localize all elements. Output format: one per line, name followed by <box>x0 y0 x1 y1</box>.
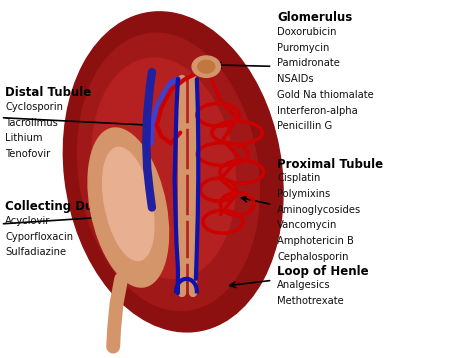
Text: Amphotericin B: Amphotericin B <box>277 236 354 246</box>
Ellipse shape <box>88 128 169 287</box>
Text: Vancomycin: Vancomycin <box>277 221 337 230</box>
Text: Cisplatin: Cisplatin <box>277 173 320 183</box>
Text: Cyclosporin: Cyclosporin <box>5 102 64 112</box>
Ellipse shape <box>64 12 283 332</box>
Ellipse shape <box>78 33 259 310</box>
Text: Glomerulus: Glomerulus <box>277 11 353 24</box>
Text: Loop of Henle: Loop of Henle <box>277 265 369 277</box>
Text: Lithium: Lithium <box>5 133 43 143</box>
Text: Aminoglycosides: Aminoglycosides <box>277 205 361 215</box>
Text: Distal Tubule: Distal Tubule <box>5 86 91 99</box>
Text: Polymixins: Polymixins <box>277 189 330 199</box>
Text: Cyporfloxacin: Cyporfloxacin <box>5 232 73 242</box>
Text: Doxorubicin: Doxorubicin <box>277 27 337 37</box>
Text: Gold Na thiomalate: Gold Na thiomalate <box>277 90 374 100</box>
Text: Acyclovir: Acyclovir <box>5 216 51 226</box>
Text: Sulfadiazine: Sulfadiazine <box>5 247 66 257</box>
Text: Pamidronate: Pamidronate <box>277 58 340 68</box>
Ellipse shape <box>103 147 154 261</box>
Text: Cephalosporin: Cephalosporin <box>277 252 349 262</box>
Text: Methotrexate: Methotrexate <box>277 296 344 306</box>
Circle shape <box>192 56 220 77</box>
Text: Analgesics: Analgesics <box>277 280 331 290</box>
Text: Tacrolimus: Tacrolimus <box>5 118 58 128</box>
Text: Puromycin: Puromycin <box>277 43 329 53</box>
Text: Penicillin G: Penicillin G <box>277 121 332 131</box>
Circle shape <box>198 60 215 73</box>
Text: NSAIDs: NSAIDs <box>277 74 314 84</box>
Text: Collecting Duct: Collecting Duct <box>5 200 106 213</box>
Text: Proximal Tubule: Proximal Tubule <box>277 158 383 171</box>
Text: Tenofovir: Tenofovir <box>5 149 51 159</box>
Ellipse shape <box>92 58 236 279</box>
Text: Interferon-alpha: Interferon-alpha <box>277 106 358 116</box>
